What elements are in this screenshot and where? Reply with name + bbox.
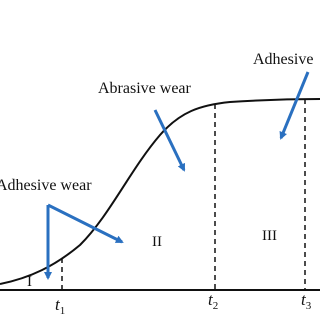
annotation: Adhesive wear [0, 177, 92, 194]
region-label: I [27, 274, 32, 290]
time-marker: t3 [301, 290, 312, 312]
time-marker: t2 [208, 290, 218, 312]
arrows [44, 71, 310, 280]
arrow [47, 203, 124, 244]
subscript: 3 [306, 300, 312, 312]
arrow [153, 109, 186, 172]
time-marker: t1 [55, 295, 65, 317]
symbol: t [208, 290, 214, 309]
region-label: III [262, 228, 277, 244]
symbol: t [55, 295, 61, 314]
wear-curve [0, 98, 320, 285]
subscript: 2 [213, 300, 219, 312]
symbol: t [301, 290, 307, 309]
annotation: Adhesive [253, 51, 313, 68]
subscript: 1 [60, 305, 66, 317]
region-label: II [152, 234, 162, 250]
annotation: Abrasive wear [98, 80, 192, 97]
arrow [279, 71, 310, 140]
